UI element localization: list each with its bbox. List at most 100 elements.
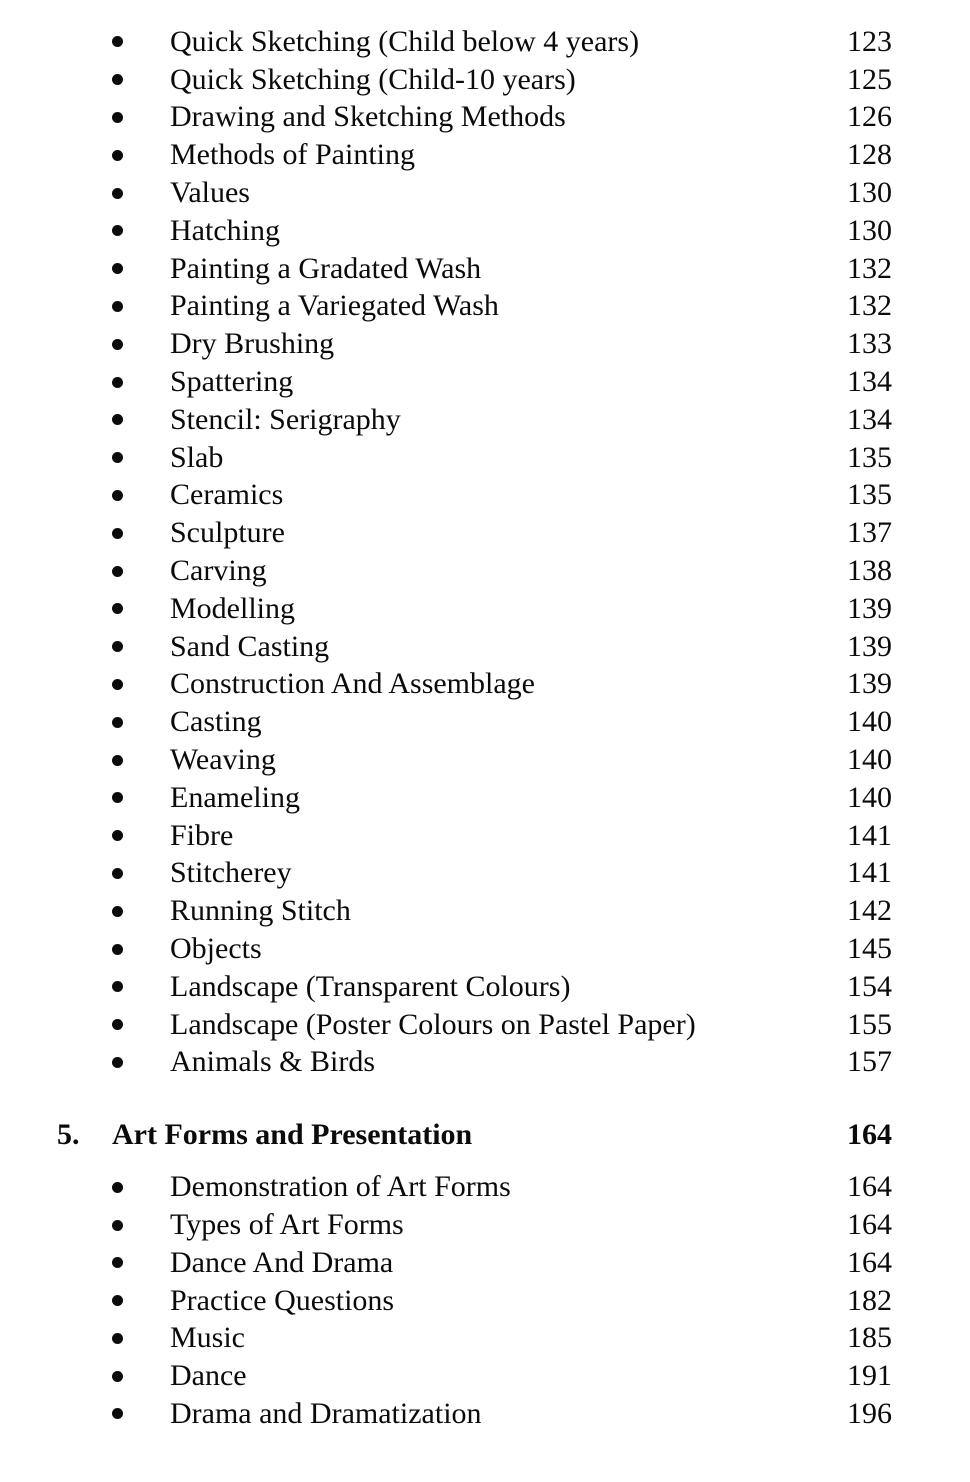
toc-item-label: Fibre bbox=[170, 818, 234, 852]
toc-item: Landscape (Poster Colours on Pastel Pape… bbox=[0, 1006, 970, 1044]
toc-item: Painting a Variegated Wash 132 bbox=[0, 288, 970, 326]
bullet-icon bbox=[112, 111, 123, 123]
bullet-icon bbox=[112, 527, 123, 539]
toc-item: Running Stitch 142 bbox=[0, 892, 970, 930]
bullet-icon bbox=[112, 225, 123, 237]
toc-item: Construction And Assemblage 139 bbox=[0, 666, 970, 704]
toc-item-label: Quick Sketching (Child-10 years) bbox=[170, 62, 576, 96]
toc-item-label: Spattering bbox=[170, 365, 294, 399]
toc-item-page-number: 185 bbox=[847, 1321, 892, 1355]
toc-item-page-number: 139 bbox=[847, 591, 892, 625]
bullet-icon bbox=[112, 74, 123, 86]
bullet-icon bbox=[112, 489, 123, 501]
bullet-icon bbox=[112, 792, 123, 804]
bullet-icon bbox=[112, 1332, 123, 1344]
toc-item-label: Stencil: Serigraphy bbox=[170, 402, 401, 436]
toc-item-label: Sculpture bbox=[170, 516, 285, 550]
toc-item-label: Painting a Variegated Wash bbox=[170, 289, 499, 323]
bullet-icon bbox=[112, 300, 123, 312]
toc-item-page-number: 134 bbox=[847, 365, 892, 399]
bullet-icon bbox=[112, 452, 123, 464]
toc-item-page-number: 130 bbox=[847, 176, 892, 210]
toc-item-label: Running Stitch bbox=[170, 894, 351, 928]
toc-item-page-number: 125 bbox=[847, 62, 892, 96]
toc-item: Dance 191 bbox=[0, 1357, 970, 1395]
toc-item-label: Landscape (Transparent Colours) bbox=[170, 969, 571, 1003]
toc-item-page-number: 141 bbox=[847, 856, 892, 890]
bullet-icon bbox=[112, 1056, 123, 1068]
toc-item-label: Painting a Gradated Wash bbox=[170, 251, 482, 285]
bullet-icon bbox=[112, 414, 123, 426]
toc-item: Slab 135 bbox=[0, 439, 970, 477]
bullet-icon bbox=[112, 603, 123, 615]
toc-item-page-number: 140 bbox=[847, 780, 892, 814]
bullet-icon bbox=[112, 867, 123, 879]
bullet-icon bbox=[112, 943, 123, 955]
toc-item-page-number: 155 bbox=[847, 1007, 892, 1041]
bullet-icon bbox=[112, 376, 123, 388]
bullet-icon bbox=[112, 1257, 123, 1269]
toc-item: Types of Art Forms 164 bbox=[0, 1206, 970, 1244]
toc-item: Ceramics 135 bbox=[0, 477, 970, 515]
bullet-icon bbox=[112, 1370, 123, 1382]
toc-item-label: Methods of Painting bbox=[170, 138, 415, 172]
toc-item-label: Drawing and Sketching Methods bbox=[170, 100, 566, 134]
toc-item-label: Dry Brushing bbox=[170, 327, 335, 361]
toc-item-label: Dance bbox=[170, 1359, 247, 1393]
toc-item-page-number: 137 bbox=[847, 516, 892, 550]
chapter-page-number: 164 bbox=[847, 1118, 892, 1152]
bullet-icon bbox=[112, 754, 123, 766]
bullet-icon bbox=[112, 830, 123, 842]
toc-item: Methods of Painting 128 bbox=[0, 136, 970, 174]
toc-list-chapter: Demonstration of Art Forms 164 Types of Ar… bbox=[0, 1168, 970, 1433]
toc-item-page-number: 141 bbox=[847, 818, 892, 852]
toc-item: Weaving 140 bbox=[0, 741, 970, 779]
toc-item: Fibre 141 bbox=[0, 817, 970, 855]
toc-item-page-number: 123 bbox=[847, 24, 892, 58]
toc-item-page-number: 126 bbox=[847, 100, 892, 134]
bullet-icon bbox=[112, 716, 123, 728]
bullet-icon bbox=[112, 187, 123, 199]
toc-item: Music 185 bbox=[0, 1320, 970, 1358]
toc-item-page-number: 132 bbox=[847, 289, 892, 323]
toc-item: Practice Questions 182 bbox=[0, 1282, 970, 1320]
toc-item-label: Values bbox=[170, 176, 250, 210]
toc-item: Dry Brushing 133 bbox=[0, 325, 970, 363]
toc-item: Animals & Birds 157 bbox=[0, 1044, 970, 1082]
toc-item-page-number: 134 bbox=[847, 402, 892, 436]
toc-item-page-number: 154 bbox=[847, 969, 892, 1003]
toc-item: Values 130 bbox=[0, 174, 970, 212]
toc-item-label: Ceramics bbox=[170, 478, 284, 512]
toc-item: Drama and Dramatization 196 bbox=[0, 1395, 970, 1433]
toc-item: Carving 138 bbox=[0, 552, 970, 590]
chapter-number: 5. bbox=[57, 1118, 80, 1152]
toc-item: Quick Sketching (Child-10 years) 125 bbox=[0, 61, 970, 99]
bullet-icon bbox=[112, 1181, 123, 1193]
toc-item-page-number: 133 bbox=[847, 327, 892, 361]
toc-item: Landscape (Transparent Colours) 154 bbox=[0, 968, 970, 1006]
toc-item: Casting 140 bbox=[0, 703, 970, 741]
toc-item-page-number: 140 bbox=[847, 705, 892, 739]
toc-item-page-number: 132 bbox=[847, 251, 892, 285]
toc-item-label: Sand Casting bbox=[170, 629, 330, 663]
bullet-icon bbox=[112, 1408, 123, 1420]
toc-item: Drawing and Sketching Methods 126 bbox=[0, 99, 970, 137]
toc-item-label: Types of Art Forms bbox=[170, 1208, 404, 1241]
toc-item: Dance And Drama 164 bbox=[0, 1244, 970, 1282]
toc-item-page-number: 191 bbox=[847, 1359, 892, 1393]
chapter-heading-row: 5. Art Forms and Presentation 164 bbox=[0, 1116, 970, 1154]
toc-item-page-number: 138 bbox=[847, 554, 892, 588]
toc-item-page-number: 140 bbox=[847, 743, 892, 777]
toc-list-main: Quick Sketching (Child below 4 years) 123… bbox=[0, 23, 970, 1081]
toc-item-page-number: 157 bbox=[847, 1045, 892, 1079]
toc-item-page-number: 164 bbox=[847, 1245, 892, 1279]
bullet-icon bbox=[112, 1019, 123, 1031]
bullet-icon bbox=[112, 641, 123, 653]
toc-item-page-number: 196 bbox=[847, 1396, 892, 1430]
toc-item-page-number: 139 bbox=[847, 629, 892, 663]
bullet-icon bbox=[112, 149, 123, 161]
bullet-icon bbox=[112, 1219, 123, 1231]
toc-item: Demonstration of Art Forms 164 bbox=[0, 1168, 970, 1206]
toc-item-label: Casting bbox=[170, 705, 262, 739]
